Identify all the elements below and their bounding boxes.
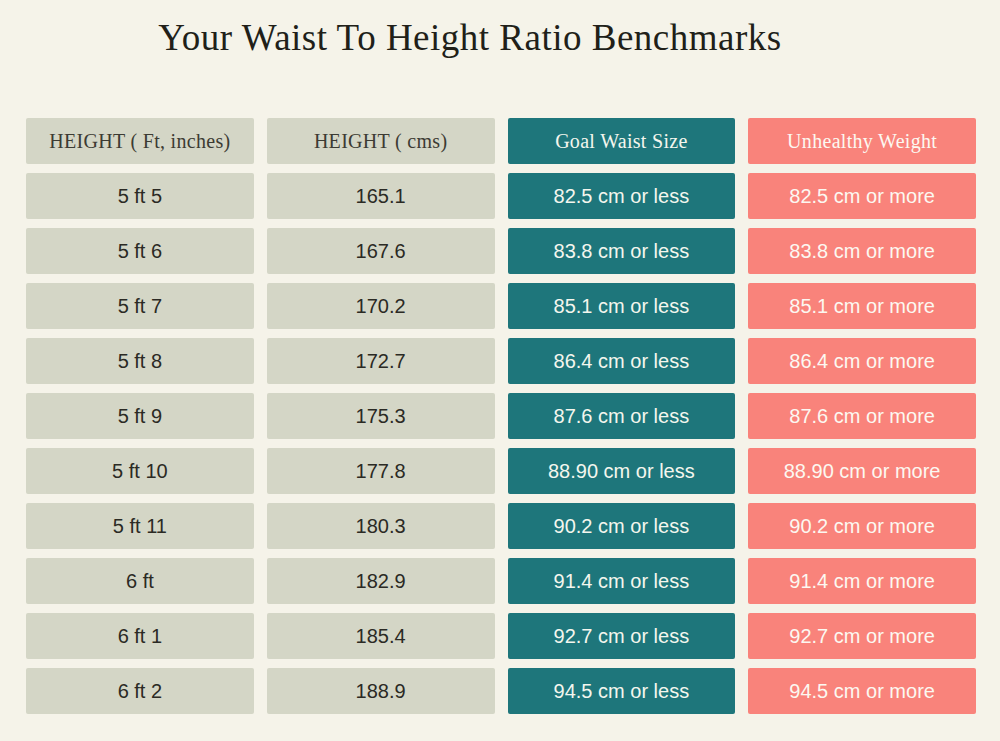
goal-waist-cell: 92.7 cm or less xyxy=(508,613,736,659)
column-header-unhealthy-weight: Unhealthy Weight xyxy=(748,118,976,164)
height-ft-cell: 5 ft 6 xyxy=(26,228,254,274)
page-title: Your Waist To Height Ratio Benchmarks xyxy=(0,16,940,59)
goal-waist-cell: 86.4 cm or less xyxy=(508,338,736,384)
height-cm-cell: 170.2 xyxy=(267,283,495,329)
height-ft-cell: 6 ft 1 xyxy=(26,613,254,659)
height-ft-cell: 6 ft xyxy=(26,558,254,604)
height-ft-cell: 5 ft 10 xyxy=(26,448,254,494)
column-header-goal-waist: Goal Waist Size xyxy=(508,118,736,164)
goal-waist-cell: 85.1 cm or less xyxy=(508,283,736,329)
unhealthy-weight-cell: 85.1 cm or more xyxy=(748,283,976,329)
unhealthy-weight-cell: 91.4 cm or more xyxy=(748,558,976,604)
goal-waist-cell: 88.90 cm or less xyxy=(508,448,736,494)
height-cm-cell: 188.9 xyxy=(267,668,495,714)
height-cm-cell: 165.1 xyxy=(267,173,495,219)
unhealthy-weight-cell: 87.6 cm or more xyxy=(748,393,976,439)
unhealthy-weight-cell: 90.2 cm or more xyxy=(748,503,976,549)
height-cm-cell: 172.7 xyxy=(267,338,495,384)
goal-waist-cell: 83.8 cm or less xyxy=(508,228,736,274)
goal-waist-cell: 82.5 cm or less xyxy=(508,173,736,219)
unhealthy-weight-cell: 82.5 cm or more xyxy=(748,173,976,219)
goal-waist-cell: 94.5 cm or less xyxy=(508,668,736,714)
column-header-height-cm: HEIGHT ( cms) xyxy=(267,118,495,164)
height-cm-cell: 177.8 xyxy=(267,448,495,494)
goal-waist-cell: 90.2 cm or less xyxy=(508,503,736,549)
height-ft-cell: 5 ft 8 xyxy=(26,338,254,384)
goal-waist-cell: 91.4 cm or less xyxy=(508,558,736,604)
unhealthy-weight-cell: 94.5 cm or more xyxy=(748,668,976,714)
height-ft-cell: 5 ft 11 xyxy=(26,503,254,549)
height-cm-cell: 167.6 xyxy=(267,228,495,274)
unhealthy-weight-cell: 92.7 cm or more xyxy=(748,613,976,659)
unhealthy-weight-cell: 86.4 cm or more xyxy=(748,338,976,384)
height-cm-cell: 175.3 xyxy=(267,393,495,439)
height-ft-cell: 5 ft 7 xyxy=(26,283,254,329)
height-ft-cell: 5 ft 5 xyxy=(26,173,254,219)
height-cm-cell: 182.9 xyxy=(267,558,495,604)
column-header-height-ft: HEIGHT ( Ft, inches) xyxy=(26,118,254,164)
height-cm-cell: 180.3 xyxy=(267,503,495,549)
goal-waist-cell: 87.6 cm or less xyxy=(508,393,736,439)
unhealthy-weight-cell: 88.90 cm or more xyxy=(748,448,976,494)
height-cm-cell: 185.4 xyxy=(267,613,495,659)
unhealthy-weight-cell: 83.8 cm or more xyxy=(748,228,976,274)
height-ft-cell: 6 ft 2 xyxy=(26,668,254,714)
benchmark-table: HEIGHT ( Ft, inches) HEIGHT ( cms) Goal … xyxy=(26,118,976,714)
height-ft-cell: 5 ft 9 xyxy=(26,393,254,439)
